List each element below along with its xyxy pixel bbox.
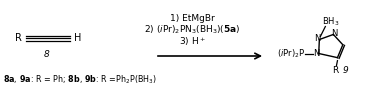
Text: 3) H$^+$: 3) H$^+$ [179, 36, 206, 48]
Text: BH$_3$: BH$_3$ [321, 15, 339, 28]
Text: 8: 8 [44, 50, 50, 59]
Text: ($i$Pr)$_2$P: ($i$Pr)$_2$P [277, 47, 305, 60]
Text: H: H [74, 33, 82, 43]
Text: 9: 9 [343, 66, 348, 75]
Text: 1) EtMgBr: 1) EtMgBr [169, 14, 214, 22]
Text: N: N [314, 34, 321, 43]
Text: 2) ($i$Pr)$_2$PN$_3$(BH$_3$)($\mathbf{5a}$): 2) ($i$Pr)$_2$PN$_3$(BH$_3$)($\mathbf{5a… [144, 24, 240, 36]
Text: N: N [314, 49, 320, 58]
Text: R: R [332, 66, 339, 75]
Text: N: N [331, 29, 337, 38]
Text: $\mathbf{8a}$, $\mathbf{9a}$: R = Ph; $\mathbf{8b}$, $\mathbf{9b}$: R =Ph$_2$P(B: $\mathbf{8a}$, $\mathbf{9a}$: R = Ph; $\… [3, 74, 157, 86]
Text: R: R [14, 33, 21, 43]
